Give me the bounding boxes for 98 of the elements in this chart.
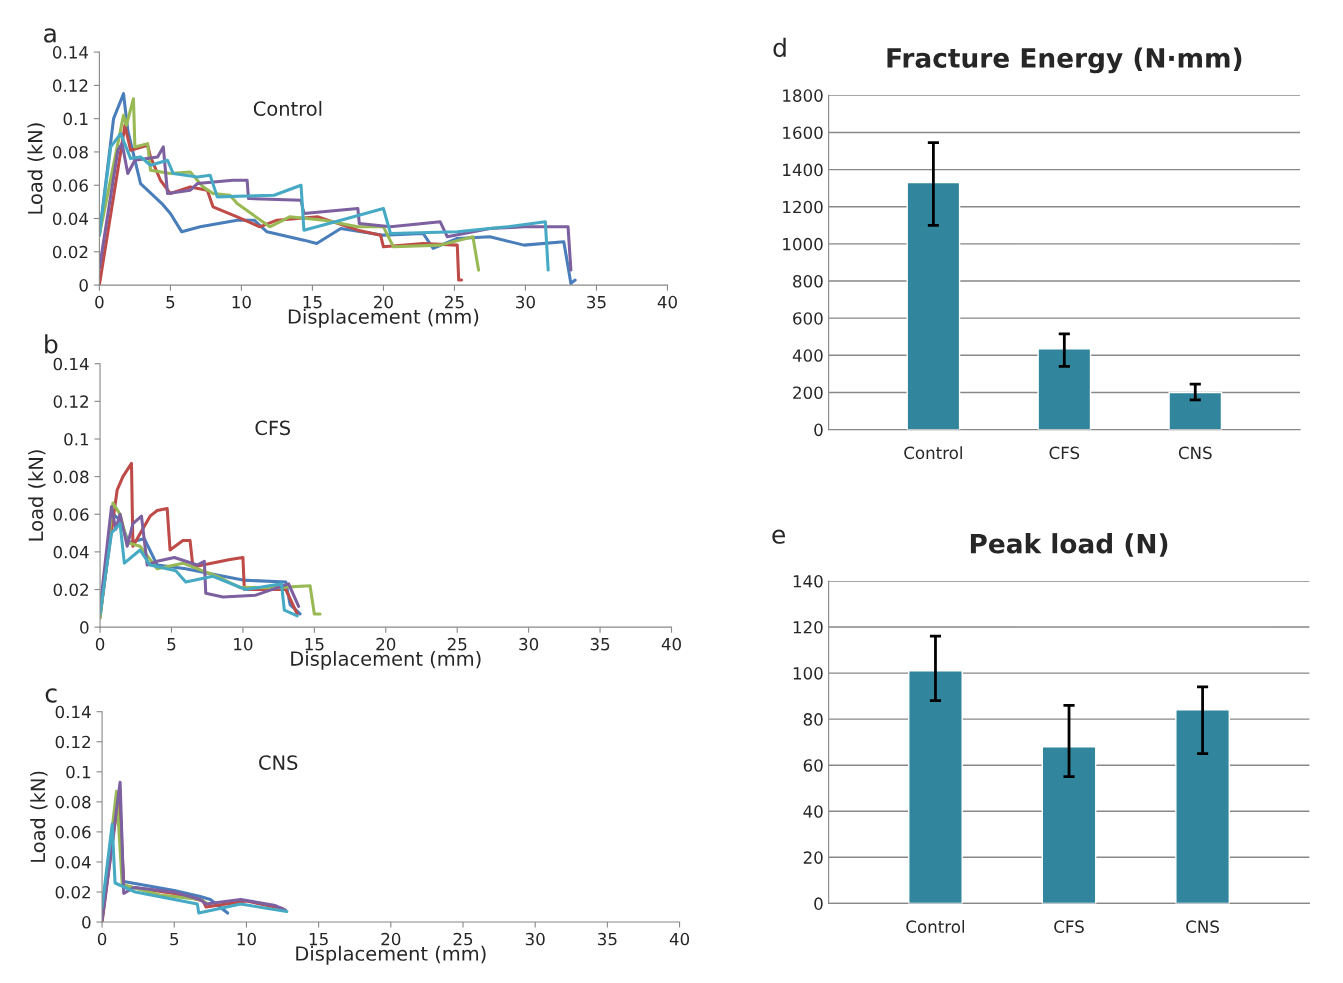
y-tick-label: 100 (793, 667, 823, 680)
bar (1037, 348, 1092, 430)
y-tick-label: 0.14 (53, 357, 89, 371)
y-tick-label: 0 (814, 897, 823, 910)
y-tick-label: 0.14 (55, 705, 91, 719)
y-tick-label: 40 (803, 805, 823, 818)
y-tick-label: 1200 (783, 200, 823, 214)
bar (908, 670, 963, 904)
y-tick-label: 1800 (783, 89, 823, 102)
y-tick-label: 0.06 (53, 508, 89, 521)
x-tick-label: 40 (669, 932, 690, 946)
text: b (45, 334, 58, 354)
x-tick-label: 0 (97, 932, 107, 946)
x-tick-label: 25 (453, 932, 473, 946)
y-tick-label: 140 (793, 574, 823, 588)
y-axis-title: Load (kN) (30, 771, 48, 862)
y-axis-title: Load (kN) (28, 450, 46, 541)
y-tick-label: 60 (803, 759, 823, 772)
x-tick-label: 5 (166, 296, 175, 309)
y-tick-label: 0 (814, 423, 823, 437)
y-tick-label: 0.12 (55, 735, 90, 749)
x-tick-label: 20 (381, 932, 401, 946)
x-tick-label: Control (904, 446, 962, 460)
y-tick-label: 800 (793, 274, 823, 288)
y-tick-label: 0.14 (52, 46, 89, 59)
x-tick-label: 20 (374, 295, 393, 309)
x-tick-label: 35 (590, 637, 610, 651)
y-tick-label: 0.1 (66, 765, 91, 779)
x-tick-label: 30 (525, 932, 545, 946)
y-tick-label: 0.02 (52, 245, 88, 259)
x-tick-label: 30 (516, 295, 535, 309)
y-tick-label: 0 (79, 279, 88, 292)
y-axis-title: Load (kN) (27, 123, 45, 214)
x-tick-label: 35 (598, 932, 617, 946)
x-tick-label: 15 (305, 638, 324, 651)
y-tick-label: 0.1 (63, 112, 88, 126)
y-tick-label: 0.12 (53, 395, 88, 408)
x-tick-label: 10 (234, 637, 253, 651)
x-tick-label: 5 (170, 932, 179, 946)
x-tick-label: 15 (303, 296, 322, 309)
line-series (100, 505, 301, 610)
y-tick-label: 0.02 (55, 885, 90, 899)
annotation: CFS (255, 420, 291, 436)
bar (1168, 391, 1223, 430)
x-axis-title: Displacement (mm) (288, 308, 479, 328)
bar (1041, 746, 1097, 904)
annotation: Control (253, 100, 322, 116)
x-tick-label: CNS (1186, 920, 1219, 933)
x-tick-label: CNS (1178, 446, 1212, 460)
y-tick-label: 1000 (783, 237, 823, 251)
x-tick-label: 5 (167, 638, 176, 651)
y-tick-label: 1600 (783, 126, 823, 140)
y-tick-label: 0.02 (53, 583, 88, 597)
text: d (773, 37, 786, 58)
x-tick-label: 0 (95, 295, 104, 309)
y-tick-label: 0.06 (55, 825, 91, 839)
y-tick-label: 200 (793, 386, 823, 399)
y-tick-label: 0.04 (53, 545, 89, 559)
y-tick-label: 80 (803, 713, 823, 726)
text: a (44, 28, 56, 43)
x-tick-label: 40 (657, 295, 677, 309)
annotation: CNS (259, 755, 298, 770)
x-tick-label: 20 (376, 637, 396, 651)
x-tick-label: CFS (1054, 920, 1084, 933)
y-tick-label: 20 (803, 851, 823, 864)
y-tick-label: 600 (793, 312, 823, 325)
x-tick-label: 0 (95, 637, 105, 651)
x-tick-label: 15 (309, 932, 328, 946)
y-tick-label: 0 (80, 621, 89, 634)
text: e (772, 529, 785, 544)
y-tick-label: 0.04 (55, 855, 91, 869)
y-tick-label: 0.08 (55, 795, 91, 809)
x-tick-label: 40 (661, 637, 681, 651)
x-tick-label: CFS (1049, 446, 1080, 460)
x-tick-label: 10 (237, 932, 256, 946)
x-tick-label: 10 (232, 295, 251, 309)
y-tick-label: 400 (792, 349, 823, 362)
chart-title: Fracture Energy (N·mm) (887, 47, 1242, 74)
x-axis-title: Displacement (mm) (296, 945, 486, 965)
x-tick-label: 25 (445, 295, 464, 309)
bar (1175, 709, 1230, 904)
text: c (45, 688, 57, 703)
y-tick-label: 0.08 (52, 145, 88, 159)
y-tick-label: 0.08 (53, 470, 89, 484)
y-tick-label: 1400 (783, 163, 823, 177)
line-series (102, 822, 289, 915)
bar (906, 181, 961, 430)
x-tick-label: 35 (587, 295, 606, 309)
y-tick-label: 0.04 (52, 212, 89, 226)
chart-title: Peak load (N) (970, 533, 1168, 557)
x-axis-title: Displacement (mm) (291, 650, 481, 670)
y-tick-label: 0.06 (52, 179, 88, 192)
y-tick-label: 120 (793, 620, 823, 634)
y-tick-label: 0.12 (52, 79, 88, 92)
x-tick-label: 25 (447, 637, 467, 651)
y-tick-label: 0.1 (64, 432, 89, 446)
x-tick-label: 30 (519, 637, 539, 651)
x-tick-label: Control (906, 920, 965, 933)
